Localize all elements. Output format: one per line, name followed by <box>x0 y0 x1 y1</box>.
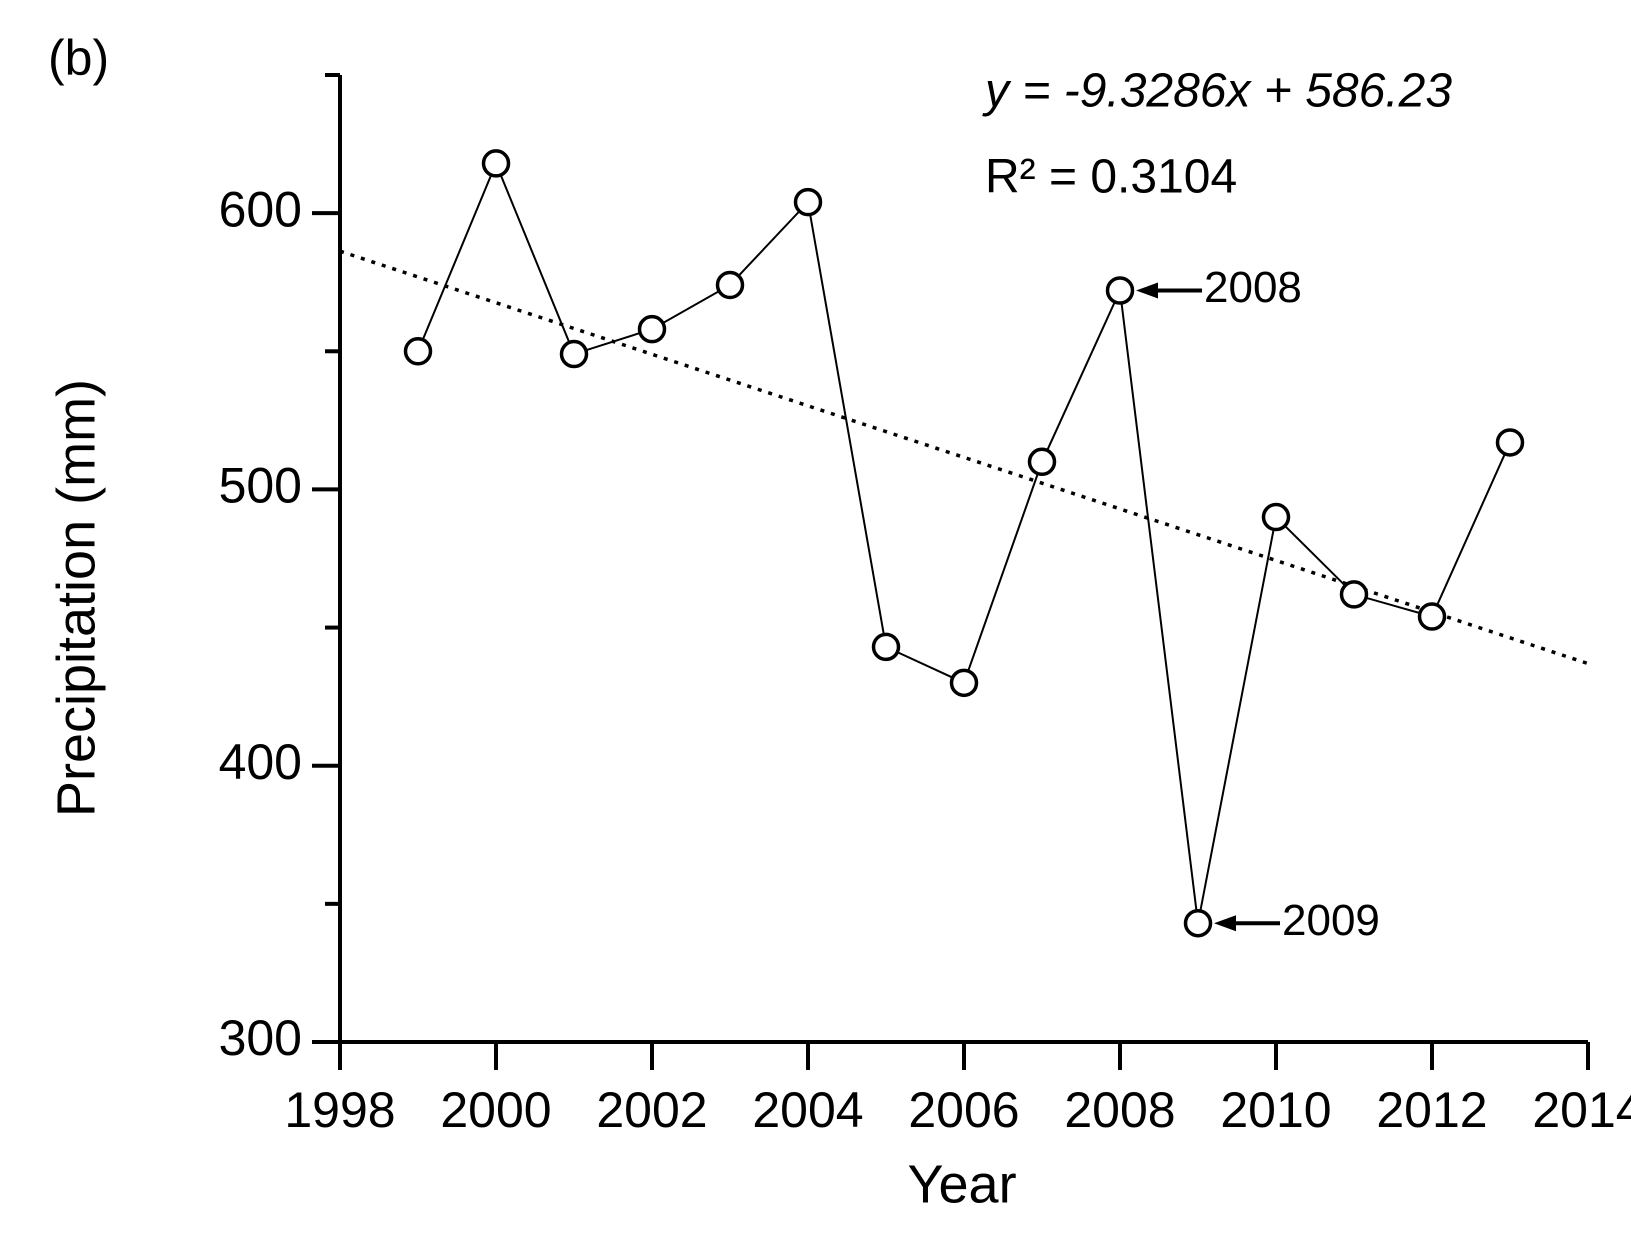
data-point <box>1105 276 1135 305</box>
x-tick-label: 2002 <box>596 1082 707 1138</box>
panel-label: (b) <box>48 30 109 86</box>
annotation-arrowhead <box>1214 915 1236 932</box>
x-tick-label: 2006 <box>908 1082 1019 1138</box>
trendline <box>339 249 1589 666</box>
x-tick-label: 2014 <box>1532 1082 1631 1138</box>
x-axis-title: Year <box>907 1154 1016 1214</box>
data-point <box>715 270 745 300</box>
annotation-arrowhead <box>1136 282 1158 299</box>
data-point <box>403 337 433 366</box>
data-point <box>1495 428 1525 457</box>
data-point <box>949 668 979 698</box>
y-tick-label: 400 <box>219 734 302 790</box>
series-line <box>417 160 1511 924</box>
data-point <box>637 314 667 344</box>
annotation-label: 2009 <box>1282 896 1380 945</box>
data-point <box>871 632 901 662</box>
x-tick-label: 1998 <box>284 1082 395 1138</box>
data-point <box>559 339 589 369</box>
r-squared: R² = 0.3104 <box>985 151 1237 204</box>
x-tick-label: 2012 <box>1376 1082 1487 1138</box>
x-tick-label: 2008 <box>1064 1082 1175 1138</box>
data-point <box>1417 602 1447 631</box>
data-point <box>1261 502 1291 532</box>
y-tick-label: 500 <box>219 458 302 514</box>
x-tick-label: 2010 <box>1220 1082 1331 1138</box>
y-tick-label: 300 <box>219 1010 302 1066</box>
x-tick-label: 2000 <box>440 1082 551 1138</box>
equation: y = -9.3286x + 586.23 <box>982 65 1452 118</box>
y-tick-label: 600 <box>219 181 302 237</box>
data-point <box>793 187 823 217</box>
annotation-label: 2008 <box>1204 263 1302 312</box>
data-point <box>1183 908 1213 938</box>
data-point <box>481 149 511 178</box>
x-tick-label: 2004 <box>752 1082 863 1138</box>
data-point <box>1027 447 1057 477</box>
data-point <box>1339 580 1369 609</box>
y-axis-title: Precipitation (mm) <box>46 379 106 817</box>
